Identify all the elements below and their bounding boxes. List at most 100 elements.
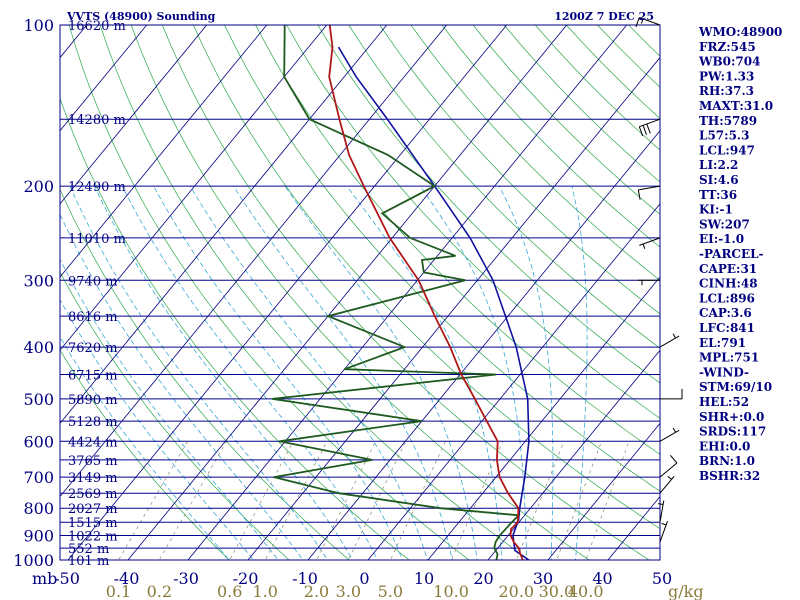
mixing-ratio-label: 0.2 <box>147 582 172 600</box>
height-labels: 16620 m 14280 m 12490 m 11010 m 9740 m 8616 m… <box>68 19 126 569</box>
dry-adiabat <box>130 25 590 560</box>
height-label: 3149 m <box>68 471 118 486</box>
moist-adiabat <box>419 185 527 560</box>
moist-adiabat <box>153 185 403 560</box>
temperature-tick-label: -10 <box>292 569 318 588</box>
mixing-ratio-line <box>585 441 630 560</box>
moist-adiabat <box>60 213 304 560</box>
mixing-ratio-label: 3.0 <box>336 582 361 600</box>
index-value: -PARCEL- <box>699 247 764 261</box>
moist-adiabat <box>60 298 255 560</box>
temperature-tick-label: -50 <box>54 569 80 588</box>
isotherm <box>427 276 660 560</box>
temperature-tick-label: -20 <box>233 569 259 588</box>
temperature-tick-label: 40 <box>592 569 612 588</box>
index-value: WMO:48900 <box>698 25 782 39</box>
index-value: TH:5789 <box>699 114 757 128</box>
mixing-ratio-line <box>450 441 504 560</box>
pressure-tick-label: 400 <box>23 338 54 357</box>
mixing-ratio-label: 1.0 <box>252 582 277 600</box>
mixing-ratio-label: 5.0 <box>378 582 403 600</box>
wind-barb <box>635 17 661 28</box>
mixing-ratio-line <box>316 441 376 560</box>
index-value: FRZ:545 <box>699 40 756 54</box>
index-value: SRDS:117 <box>699 425 766 439</box>
mixing-ratio-label: 10.0 <box>433 582 469 600</box>
mixing-ratio-line <box>390 441 446 560</box>
index-value: LI:2.2 <box>699 158 738 172</box>
mixing-ratio-label: 30.0 <box>539 582 575 600</box>
dry-adiabat <box>99 25 530 560</box>
wind-barb <box>659 521 668 543</box>
dry-adiabat <box>317 25 660 384</box>
height-label: 2569 m <box>68 487 118 502</box>
dry-adiabat <box>68 25 470 560</box>
pressure-axis: 100 200 300 400 500 600 700 800 900 1000 <box>13 16 54 570</box>
moist-adiabat <box>571 186 588 560</box>
mixing-ratio-label: 0.6 <box>217 582 242 600</box>
isotherm <box>67 25 508 560</box>
index-value: HEL:52 <box>699 395 749 409</box>
dry-adiabat <box>60 349 230 560</box>
index-value: LCL:896 <box>699 291 755 305</box>
pressure-tick-label: 300 <box>23 271 54 290</box>
index-value: MAXT:31.0 <box>699 99 773 113</box>
temperature-tick-label: -30 <box>173 569 199 588</box>
height-label: 11010 m <box>68 232 126 247</box>
isobars <box>60 24 660 561</box>
wind-barb <box>638 279 660 286</box>
mixing-ratio-line <box>516 441 565 560</box>
isotherm <box>487 349 660 560</box>
pressure-tick-label: 1000 <box>13 551 54 570</box>
wind-barb <box>660 388 683 400</box>
temperature-tick-label: 10 <box>414 569 434 588</box>
dry-adiabat <box>60 188 350 560</box>
wind-barb <box>658 500 665 523</box>
mixing-ratio-label: 0.1 <box>106 582 131 600</box>
temperature-tick-label: 30 <box>533 569 553 588</box>
pressure-tick-label: 600 <box>23 432 54 451</box>
height-label: 7620 m <box>68 341 118 356</box>
mixing-ratio-label: 20.0 <box>498 582 534 600</box>
index-value: EHI:0.0 <box>699 439 750 453</box>
moist-adiabat <box>498 185 554 560</box>
temperature-tick-label: 50 <box>652 569 672 588</box>
temperature-tick-label: -40 <box>114 569 140 588</box>
mixing-ratio-lines <box>118 441 630 560</box>
height-label: 8616 m <box>68 310 118 325</box>
isotherm <box>187 25 628 560</box>
mixing-ratio-line <box>347 441 407 560</box>
index-value: CINH:48 <box>699 277 758 291</box>
index-value: -WIND- <box>699 365 749 379</box>
wind-barb <box>659 454 678 478</box>
dry-adiabat <box>224 25 660 492</box>
moist-adiabat <box>121 185 378 560</box>
index-value: CAP:3.6 <box>699 306 752 320</box>
isotherm <box>60 25 268 278</box>
index-value: CAPE:31 <box>699 262 757 276</box>
mixing-ratio-line <box>556 441 602 560</box>
plot-background <box>60 25 660 560</box>
moist-adiabat <box>69 185 329 560</box>
dry-adiabat <box>286 25 660 419</box>
temperature-tick-label: 20 <box>473 569 493 588</box>
temperature-axis: -50 -40 -30 -20 -10 0 10 20 30 40 50 <box>54 569 672 588</box>
wind-barb <box>659 475 675 494</box>
pressure-tick-label: 200 <box>23 177 54 196</box>
temperature-tick-label: 0 <box>359 569 369 588</box>
dry-adiabat <box>255 25 660 455</box>
height-label: 5890 m <box>68 393 118 408</box>
isotherm <box>127 25 568 560</box>
moist-adiabat <box>94 185 353 560</box>
isotherm <box>247 56 660 560</box>
index-value: SHR+:0.0 <box>699 410 764 424</box>
isotherm <box>60 25 328 351</box>
index-value: LCL:947 <box>699 143 755 157</box>
wind-barbs <box>635 17 683 543</box>
isotherm <box>547 422 660 560</box>
height-label: 5128 m <box>68 415 118 430</box>
wind-barb <box>639 237 661 249</box>
index-value: STM:69/10 <box>699 380 772 394</box>
index-value: KI:-1 <box>699 203 733 217</box>
